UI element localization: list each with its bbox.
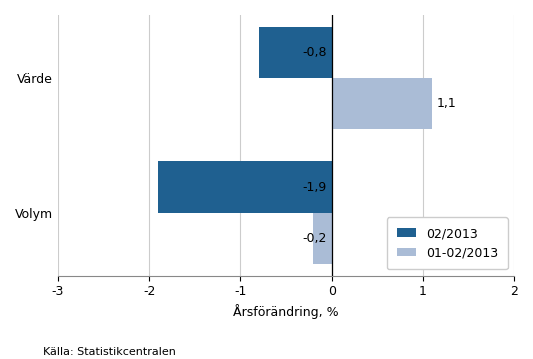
Bar — [313, 213, 332, 264]
X-axis label: Årsförändring, %: Årsförändring, % — [233, 304, 339, 319]
Text: Källa: Statistikcentralen: Källa: Statistikcentralen — [43, 348, 175, 358]
Text: -1,9: -1,9 — [303, 181, 327, 194]
Legend: 02/2013, 01-02/2013: 02/2013, 01-02/2013 — [387, 217, 508, 269]
Text: -0,2: -0,2 — [303, 232, 327, 245]
Bar — [259, 27, 332, 78]
Text: -0,8: -0,8 — [303, 46, 327, 59]
Bar — [332, 78, 432, 129]
Text: 1,1: 1,1 — [437, 97, 456, 110]
Bar — [158, 162, 332, 213]
